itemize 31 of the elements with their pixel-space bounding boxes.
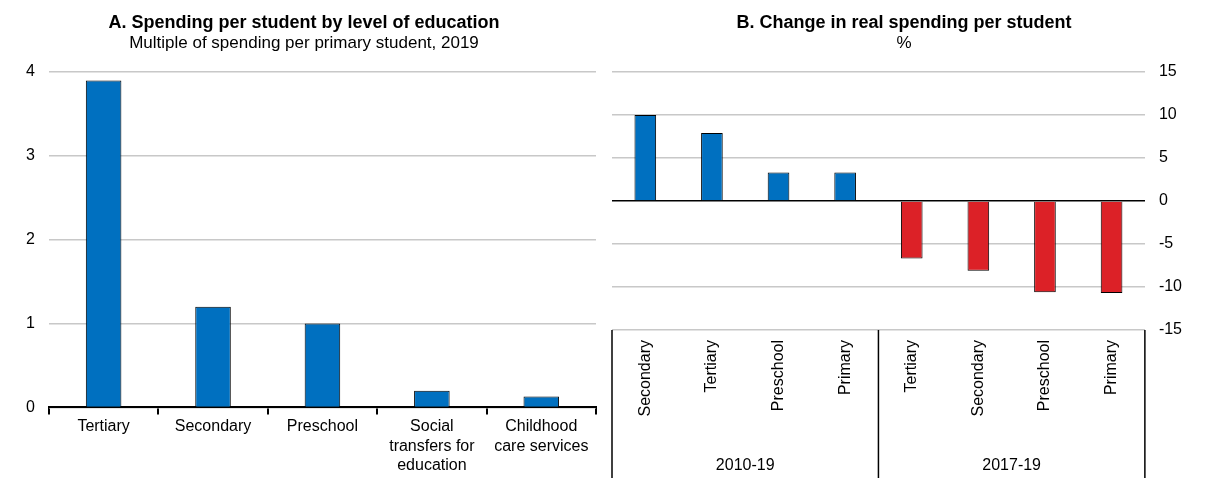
y-tick-label: 1 — [25, 313, 35, 331]
y2-tick-label: -5 — [1158, 234, 1174, 252]
x-tick-label: Social transfers for education — [389, 417, 476, 473]
y2-tick-label: 15 — [1158, 62, 1177, 80]
x-tick-label: Tertiary — [77, 417, 130, 435]
y2-tick-label: 5 — [1158, 148, 1168, 166]
chart-title: B. Change in real spending per student — [736, 11, 1072, 32]
chart-subtitle: % — [896, 33, 912, 53]
chart-subtitle: Multiple of spending per primary student, 2019 — [129, 33, 479, 53]
text: 2010-19 — [715, 456, 775, 474]
x-tick-label: Preschool — [768, 340, 786, 412]
x-tick-label: Tertiary — [702, 340, 720, 393]
x-tick-label: Primary — [835, 340, 853, 396]
x-tick-label: Secondary — [174, 417, 252, 435]
y-tick-label: 2 — [25, 230, 35, 248]
chart-title: A. Spending per student by level of education — [108, 11, 500, 32]
x-tick-label: Childhood care services — [494, 417, 589, 454]
x-tick-label: Primary — [1101, 340, 1119, 396]
y2-tick-label: -15 — [1158, 320, 1183, 338]
y2-tick-label: 0 — [1158, 191, 1168, 209]
y-tick-label: 0 — [25, 397, 35, 415]
y-tick-label: 3 — [25, 146, 35, 164]
y2-tick-label: -10 — [1158, 277, 1183, 295]
text: 2017-19 — [982, 456, 1042, 474]
y2-tick-label: 10 — [1158, 105, 1177, 123]
y-tick-label: 4 — [25, 62, 35, 80]
x-tick-label: Secondary — [968, 340, 986, 417]
x-tick-label: Preschool — [286, 417, 359, 435]
x-tick-label: Secondary — [635, 340, 653, 417]
x-tick-label: Tertiary — [902, 340, 920, 393]
x-tick-label: Preschool — [1035, 340, 1053, 412]
